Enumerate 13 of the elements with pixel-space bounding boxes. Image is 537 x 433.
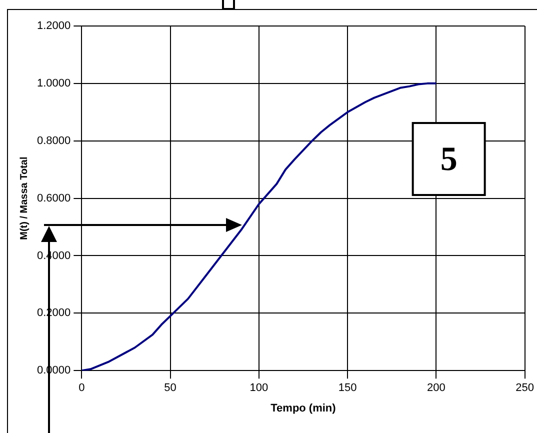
x-tick-label: 200 xyxy=(427,382,446,394)
annotation: 5 xyxy=(440,140,458,178)
x-tick-label: 250 xyxy=(516,382,534,394)
y-tick-label: 1.2000 xyxy=(36,20,71,32)
x-tick-label: 0 xyxy=(78,382,85,394)
y-tick-label: 0.8000 xyxy=(36,134,71,147)
y-tick-label: 0.6000 xyxy=(36,192,71,204)
x-tick-label: 100 xyxy=(250,382,268,394)
x-axis-title: Tempo (min) xyxy=(270,402,336,414)
y-axis-title: M(t) / Massa Total xyxy=(18,156,30,240)
x-tick-label: 150 xyxy=(338,382,357,394)
x-tick-label: 50 xyxy=(164,382,176,394)
y-tick-label: 1.0000 xyxy=(36,77,71,90)
